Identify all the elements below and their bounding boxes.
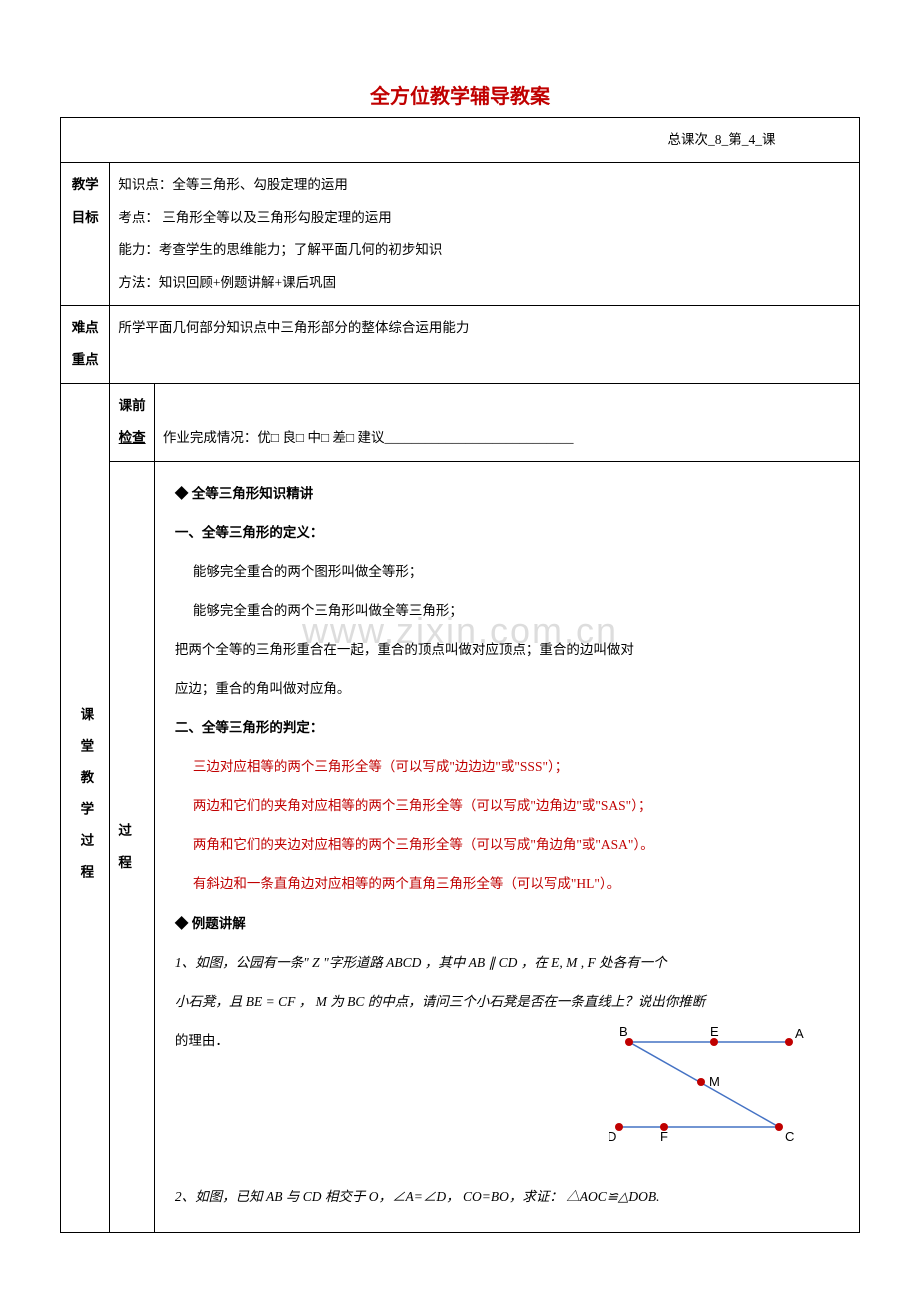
process-content: ◆ 全等三角形知识精讲 一、全等三角形的定义： 能够完全重合的两个图形叫做全等形… [154, 461, 859, 1233]
lesson-plan-table: 总课次_8_第_4_课 教学目标 知识点：全等三角形、勾股定理的运用 考点： 三… [60, 117, 860, 1233]
process-label: 课堂教学过程 [61, 383, 110, 1233]
svg-text:F: F [660, 1129, 668, 1144]
precheck-content: 作业完成情况：优□ 良□ 中□ 差□ 建议___________________… [154, 383, 859, 461]
def3b: 应边；重合的角叫做对应角。 [175, 671, 839, 706]
goals-label: 教学目标 [61, 163, 110, 306]
z-diagram: B E A M D F C [609, 1027, 819, 1147]
judge4: 有斜边和一条直角边对应相等的两个直角三角形全等（可以写成"HL"）。 [175, 866, 839, 901]
difficulty-content: 所学平面几何部分知识点中三角形部分的整体综合运用能力 [110, 305, 860, 383]
page-title: 全方位教学辅导教案 [60, 80, 860, 109]
precheck-label: 课前 检查 [110, 383, 155, 461]
empty-cell [110, 118, 660, 163]
judge3: 两角和它们的夹边对应相等的两个三角形全等（可以写成"角边角"或"ASA"）。 [175, 827, 839, 862]
def3a: 把两个全等的三角形重合在一起，重合的顶点叫做对应顶点；重合的边叫做对 [175, 632, 839, 667]
def2: 能够完全重合的两个三角形叫做全等三角形； [175, 593, 839, 628]
knowledge-head: ◆ 全等三角形知识精讲 [175, 476, 839, 511]
ex1-line1: 1、如图，公园有一条" Z "字形道路 ABCD ，其中 AB ∥ CD ，在 … [175, 945, 839, 980]
svg-text:B: B [619, 1027, 628, 1039]
def1: 能够完全重合的两个图形叫做全等形； [175, 554, 839, 589]
judge-head: 二、全等三角形的判定： [175, 710, 839, 745]
goals-content: 知识点：全等三角形、勾股定理的运用 考点： 三角形全等以及三角形勾股定理的运用 … [110, 163, 860, 306]
exam-point: 考点： 三角形全等以及三角形勾股定理的运用 [118, 202, 851, 234]
svg-text:D: D [609, 1129, 616, 1144]
process-sublabel: 过程 [110, 461, 155, 1233]
svg-text:M: M [709, 1074, 720, 1089]
svg-text:E: E [710, 1027, 719, 1039]
empty-cell [61, 118, 110, 163]
def-head: 一、全等三角形的定义： [175, 515, 839, 550]
example-head: ◆ 例题讲解 [175, 906, 839, 941]
ex1-line2: 小石凳，且 BE = CF ， M 为 BC 的中点，请问三个小石凳是否在一条直… [175, 984, 839, 1019]
ability: 能力：考查学生的思维能力；了解平面几何的初步知识 [118, 234, 851, 266]
course-number: 总课次_8_第_4_课 [660, 118, 860, 163]
knowledge-point: 知识点：全等三角形、勾股定理的运用 [118, 169, 851, 201]
z-diagram-svg: B E A M D F C [609, 1027, 819, 1147]
method: 方法：知识回顾+例题讲解+课后巩固 [118, 267, 851, 299]
judge1: 三边对应相等的两个三角形全等（可以写成"边边边"或"SSS"）； [175, 749, 839, 784]
difficulty-label: 难点 重点 [61, 305, 110, 383]
judge2: 两边和它们的夹角对应相等的两个三角形全等（可以写成"边角边"或"SAS"）； [175, 788, 839, 823]
svg-text:A: A [795, 1027, 804, 1041]
svg-text:C: C [785, 1129, 794, 1144]
ex2: 2、如图，已知 AB 与 CD 相交于 O，∠A=∠D， CO=BO，求证： △… [175, 1179, 839, 1214]
